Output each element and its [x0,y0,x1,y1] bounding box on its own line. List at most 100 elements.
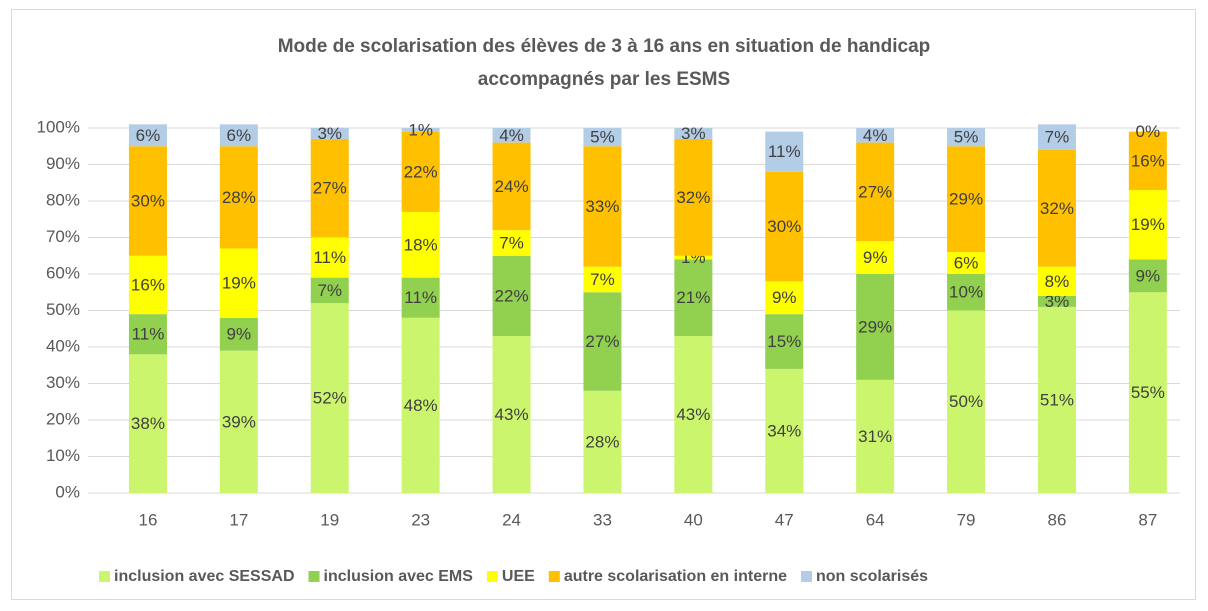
legend-swatch [99,571,110,582]
data-label: 51% [1040,390,1074,409]
legend-swatch [801,571,812,582]
data-label: 16% [131,275,165,294]
data-label: 4% [863,126,888,145]
y-tick-label: 20% [46,409,80,428]
bar-segment [219,146,258,249]
x-tick-label: 87 [1138,510,1157,529]
y-tick-label: 80% [46,190,80,209]
x-tick-label: 47 [775,510,794,529]
x-tick-label: 17 [229,510,248,529]
bar-segment [310,277,349,304]
data-label: 52% [313,389,347,408]
bar-segment [1037,124,1076,150]
bar-segment [856,142,895,242]
bar-segment [492,336,531,493]
data-label: 38% [131,414,165,433]
bar-segment [765,131,804,172]
bar-segment [401,128,440,132]
data-label: 15% [767,332,801,351]
y-tick-label: 40% [46,336,80,355]
data-label: 6% [136,126,161,145]
data-label: 43% [495,405,529,424]
bar-segment [583,146,622,267]
bar-segment [1128,190,1167,260]
data-label: 6% [227,126,252,145]
data-label: 11% [404,288,437,307]
x-tick-label: 86 [1047,510,1066,529]
data-label: 11% [132,325,165,344]
bar-segment [856,379,895,493]
bar-segment [128,124,167,147]
data-label: 39% [222,412,256,431]
x-tick-label: 19 [320,510,339,529]
bar-segment [947,310,986,493]
bar-segment [492,128,531,143]
legend-swatch [308,571,320,582]
data-label: 9% [772,288,797,307]
x-tick-label: 16 [138,510,157,529]
data-label: 3% [317,124,342,143]
bar-segment [947,252,986,274]
bar-segment [219,317,258,351]
data-label: 19% [1131,215,1165,234]
data-label: 30% [767,217,801,236]
legend-swatch [548,571,560,582]
bar-segment [856,241,895,274]
data-label: 22% [404,162,438,181]
data-label: 50% [949,392,983,411]
data-label: 27% [858,182,892,201]
x-tick-label: 33 [593,510,612,529]
data-label: 8% [1045,272,1070,291]
bar-segment [492,255,531,337]
data-label: 34% [767,421,801,440]
data-label: 3% [1045,292,1070,311]
bar-segment [1128,131,1167,191]
bar-segment [947,128,986,147]
legend-label: autre scolarisation en interne [564,568,787,585]
legend-swatch [486,571,498,582]
legend-label: inclusion avec EMS [324,568,474,585]
bar-segment [856,274,895,380]
bar-segment [128,255,167,315]
data-label: 31% [858,427,892,446]
data-label: 1% [408,120,433,139]
data-label: 9% [227,325,252,344]
bar-segment [583,390,622,493]
data-label: 27% [585,332,619,351]
bar-segment [492,230,531,256]
bar-segment [401,211,440,278]
data-label: 7% [499,233,524,252]
data-label: 18% [404,235,438,254]
bar-segment [1128,292,1167,493]
bar-segment [219,248,258,318]
bar-segment [674,259,713,337]
bar-segment [674,128,713,139]
x-tick-label: 23 [411,510,430,529]
data-label: 9% [863,248,888,267]
data-label: 32% [676,188,710,207]
bar-segment [947,274,986,311]
data-label: 7% [590,270,615,289]
data-label: 21% [676,288,710,307]
bar-segment [1037,266,1076,296]
bar-segment [128,146,167,256]
y-tick-label: 0% [55,482,80,501]
data-label: 29% [949,190,983,209]
data-label: 28% [222,188,256,207]
bar-segment [1037,306,1076,493]
data-label: 28% [585,432,619,451]
bar-segment [583,128,622,147]
bar-segment [583,292,622,391]
chart-title: Mode de scolarisation des élèves de 3 à … [278,36,931,57]
data-label: 22% [495,286,529,305]
bar-segment [310,128,349,139]
legend-label: UEE [502,568,535,585]
bar-segment [947,146,986,253]
data-label: 43% [676,405,710,424]
bar-segment [492,142,531,231]
data-label: 30% [131,191,165,210]
x-tick-label: 64 [866,510,885,529]
bar-segment [1128,259,1167,293]
bar-segment [401,277,440,318]
bar-segment [856,128,895,143]
